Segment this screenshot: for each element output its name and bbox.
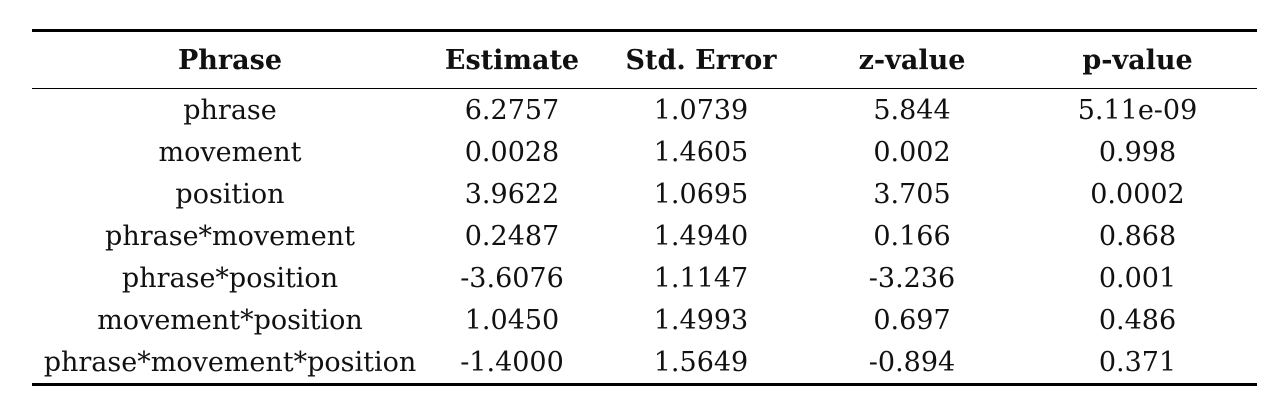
header-estimate: Estimate (444, 44, 580, 76)
cell-p-value: 0.868 (1098, 220, 1177, 252)
cell-p-value: 0.371 (1098, 346, 1177, 378)
cell-estimate: 0.0028 (464, 136, 560, 168)
cell-std-error: 1.4993 (653, 304, 749, 336)
cell-phrase: phrase (183, 94, 277, 126)
table-row: movement 0.0028 1.4605 0.002 0.998 (32, 131, 1257, 173)
cell-std-error: 1.1147 (653, 262, 749, 294)
table-body: phrase 6.2757 1.0739 5.844 5.11e-09 move… (32, 89, 1257, 385)
cell-estimate: 3.9622 (464, 178, 560, 210)
cell-p-value: 5.11e-09 (1077, 94, 1198, 126)
cell-estimate: 1.0450 (464, 304, 560, 336)
cell-p-value: 0.486 (1098, 304, 1177, 336)
cell-z-value: 5.844 (873, 94, 951, 126)
table-row: position 3.9622 1.0695 3.705 0.0002 (32, 173, 1257, 215)
cell-std-error: 1.4605 (653, 136, 749, 168)
regression-table-container: Phrase Estimate Std. Error z-value p-val… (32, 29, 1257, 386)
table-row: phrase*position -3.6076 1.1147 -3.236 0.… (32, 257, 1257, 299)
cell-phrase: phrase*movement*position (43, 346, 417, 378)
cell-std-error: 1.4940 (653, 220, 749, 252)
cell-phrase: movement*position (97, 304, 363, 336)
cell-std-error: 1.5649 (653, 346, 749, 378)
cell-phrase: phrase*position (121, 262, 339, 294)
header-std-error: Std. Error (625, 44, 777, 76)
table-row: movement*position 1.0450 1.4993 0.697 0.… (32, 299, 1257, 341)
header-row: Phrase Estimate Std. Error z-value p-val… (32, 30, 1257, 89)
cell-phrase: movement (158, 136, 302, 168)
table-row: phrase*movement*position -1.4000 1.5649 … (32, 341, 1257, 385)
cell-z-value: 3.705 (873, 178, 951, 210)
cell-z-value: -3.236 (868, 262, 956, 294)
cell-p-value: 0.001 (1098, 262, 1177, 294)
cell-phrase: phrase*movement (105, 220, 355, 252)
cell-p-value: 0.998 (1098, 136, 1177, 168)
cell-z-value: 0.697 (873, 304, 951, 336)
cell-estimate: 0.2487 (464, 220, 560, 252)
table-row: phrase*movement 0.2487 1.4940 0.166 0.86… (32, 215, 1257, 257)
cell-std-error: 1.0739 (653, 94, 749, 126)
regression-table: Phrase Estimate Std. Error z-value p-val… (32, 29, 1257, 386)
cell-estimate: 6.2757 (464, 94, 560, 126)
header-phrase: Phrase (177, 44, 283, 76)
cell-phrase: position (175, 178, 285, 210)
cell-z-value: 0.166 (873, 220, 951, 252)
header-p-value: p-value (1082, 44, 1193, 76)
cell-z-value: 0.002 (873, 136, 951, 168)
cell-estimate: -1.4000 (460, 346, 564, 378)
cell-estimate: -3.6076 (460, 262, 564, 294)
cell-std-error: 1.0695 (653, 178, 749, 210)
cell-p-value: 0.0002 (1090, 178, 1185, 210)
table-row: phrase 6.2757 1.0739 5.844 5.11e-09 (32, 89, 1257, 132)
header-z-value: z-value (858, 44, 966, 76)
cell-z-value: -0.894 (868, 346, 956, 378)
table-header: Phrase Estimate Std. Error z-value p-val… (32, 30, 1257, 89)
